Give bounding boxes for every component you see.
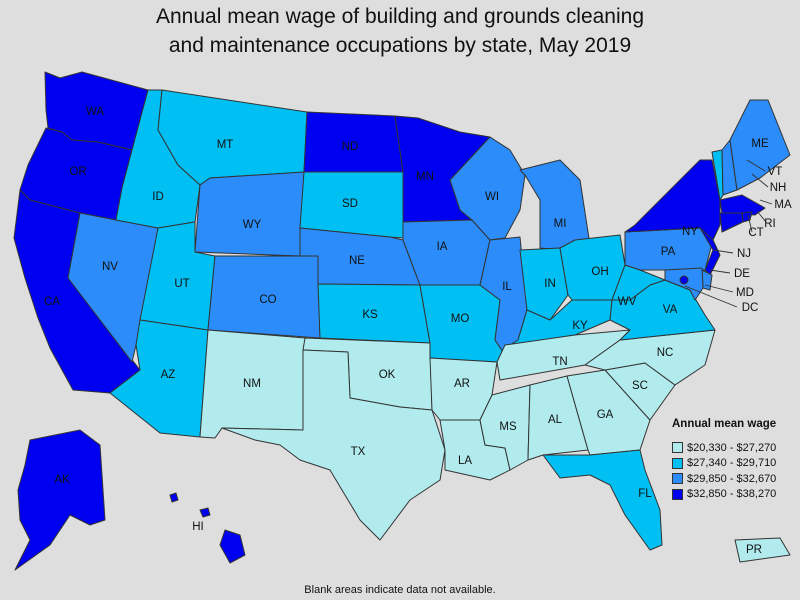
state-label-pa: PA (661, 246, 676, 258)
state-wy (194, 171, 305, 257)
state-tx (221, 349, 446, 541)
state-label-ia: IA (437, 241, 448, 253)
state-label-wi: WI (485, 191, 499, 203)
state-label-sd: SD (342, 198, 358, 210)
state-label-fl: FL (638, 488, 652, 500)
legend-label: $20,330 - $27,270 (687, 441, 777, 454)
state-label-hi: HI (192, 521, 204, 533)
legend-swatch (672, 473, 683, 485)
state-label-ut: UT (174, 278, 189, 290)
state-label-wv: WV (618, 296, 637, 308)
state-label-ri: RI (764, 218, 776, 230)
state-label-wa: WA (86, 106, 104, 118)
state-label-me: ME (751, 138, 769, 150)
state-label-ne: NE (349, 255, 365, 267)
state-label-ar: AR (454, 378, 470, 390)
state-label-va: VA (663, 304, 678, 316)
state-me (729, 99, 791, 191)
state-label-wy: WY (243, 219, 262, 231)
state-label-oh: OH (591, 266, 608, 278)
state-label-ak: AK (54, 474, 70, 486)
state-mi (519, 159, 591, 251)
state-label-or: OR (69, 166, 86, 178)
state-ri (741, 211, 753, 223)
title-line-1: Annual mean wage of building and grounds… (155, 5, 645, 28)
state-label-vt: VT (768, 166, 783, 178)
state-ak (14, 429, 106, 571)
state-label-la: LA (458, 455, 472, 467)
state-label-nv: NV (102, 261, 118, 273)
state-label-mo: MO (451, 313, 470, 325)
state-label-nc: NC (657, 347, 674, 359)
state-label-mn: MN (416, 171, 434, 183)
state-label-ca: CA (44, 296, 60, 308)
state-label-tx: TX (351, 446, 366, 458)
state-label-in: IN (544, 278, 556, 290)
state-label-ok: OK (379, 369, 396, 381)
title-line-2: and maintenance occupations by state, Ma… (168, 34, 632, 57)
state-label-il: IL (502, 281, 512, 293)
legend-row: $29,850 - $32,670 (672, 471, 798, 487)
legend-swatch (672, 488, 683, 500)
state-al (527, 375, 589, 461)
state-label-dc: DC (742, 302, 759, 314)
state-label-nh: NH (770, 182, 787, 194)
state-dc (679, 275, 689, 285)
state-label-ky: KY (572, 320, 588, 332)
state-label-sc: SC (632, 380, 648, 392)
state-sd (299, 171, 404, 239)
state-label-md: MD (736, 287, 754, 299)
map-title: Annual mean wage of building and grounds… (0, 2, 800, 60)
state-ma (719, 194, 766, 216)
state-ca (13, 189, 141, 394)
footnote: Blank areas indicate data not available. (304, 584, 496, 596)
state-pr (734, 537, 791, 563)
state-label-mi: MI (554, 218, 567, 230)
map-legend: Annual mean wage $20,330 - $27,270 $27,3… (672, 418, 798, 502)
state-label-az: AZ (161, 369, 176, 381)
state-label-de: DE (734, 268, 750, 280)
state-label-id: ID (152, 191, 164, 203)
state-hi (169, 492, 246, 564)
state-label-co: CO (259, 294, 276, 306)
state-ny (624, 159, 721, 241)
state-in (519, 247, 569, 321)
state-label-ms: MS (499, 421, 517, 433)
state-label-mt: MT (217, 139, 234, 151)
legend-row: $20,330 - $27,270 (672, 440, 798, 456)
state-wi (449, 136, 526, 241)
state-ct (719, 212, 744, 233)
state-label-ct: CT (748, 227, 763, 239)
state-label-nd: ND (342, 141, 359, 153)
state-fl (542, 449, 663, 551)
legend-title: Annual mean wage (672, 418, 777, 430)
state-label-nj: NJ (737, 248, 751, 260)
state-label-ks: KS (362, 309, 378, 321)
legend-row: $27,340 - $29,710 (672, 456, 798, 472)
state-label-al: AL (548, 414, 563, 426)
state-label-tn: TN (552, 356, 567, 368)
legend-label: $32,850 - $38,270 (687, 488, 777, 501)
legend-row: $32,850 - $38,270 (672, 487, 798, 503)
legend-swatch (672, 442, 683, 454)
state-label-ma: MA (774, 199, 792, 211)
state-label-ga: GA (597, 409, 614, 421)
state-label-pr: PR (746, 544, 762, 556)
legend-label: $29,850 - $32,670 (687, 472, 777, 485)
legend-label: $27,340 - $29,710 (687, 457, 777, 470)
state-label-nm: NM (243, 378, 261, 390)
legend-swatch (672, 457, 683, 469)
state-label-ny: NY (682, 226, 698, 238)
